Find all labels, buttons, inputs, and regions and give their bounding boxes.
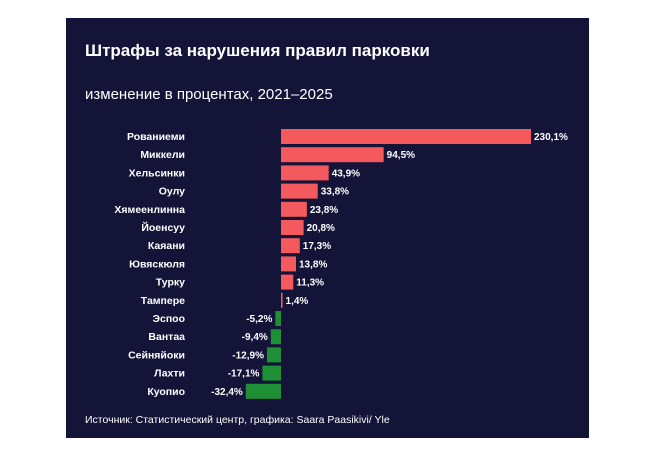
bar <box>262 365 281 381</box>
value-label: 13,8% <box>299 259 327 270</box>
bar-chart: Рованиеми 230,1% Миккели 94,5% Хельсинки 43,9… <box>114 129 568 399</box>
bar <box>281 238 300 254</box>
chart-subtitle: изменение в процентах, 2021–2025 <box>85 86 333 103</box>
bar <box>245 383 281 399</box>
value-label: 43,9% <box>332 168 360 179</box>
category-label: Лахти <box>154 368 185 380</box>
category-label: Тампере <box>141 295 185 307</box>
source-credit: Источник: Статистический центр, графика:… <box>85 414 390 426</box>
value-label: 230,1% <box>534 132 568 143</box>
bar <box>266 347 281 363</box>
category-label: Вантаа <box>148 331 185 343</box>
category-label: Сейняйоки <box>128 349 185 361</box>
category-label: Хямеенлинна <box>114 204 185 216</box>
value-label: -5,2% <box>246 314 272 325</box>
value-label: 17,3% <box>303 241 331 252</box>
value-label: 94,5% <box>387 150 415 161</box>
bar <box>281 183 318 199</box>
bar <box>281 129 531 144</box>
category-label: Турку <box>156 277 185 289</box>
bar <box>281 274 294 290</box>
value-label: -9,4% <box>242 332 268 343</box>
value-label: 11,3% <box>296 278 324 289</box>
value-label: 33,8% <box>321 187 349 198</box>
chart-title: Штрафы за нарушения правил парковки <box>85 41 430 60</box>
value-label: 20,8% <box>307 223 335 234</box>
category-label: Куопио <box>147 386 185 398</box>
category-label: Эспоо <box>153 313 185 325</box>
bar <box>281 256 296 272</box>
category-label: Оулу <box>159 186 185 198</box>
bar <box>281 220 304 235</box>
bar <box>270 329 281 345</box>
bar <box>281 201 307 217</box>
value-label: -17,1% <box>228 369 260 380</box>
value-label: 1,4% <box>286 296 309 307</box>
value-label: -32,4% <box>211 387 243 398</box>
category-label: Хельсинки <box>129 167 185 179</box>
bar <box>275 311 281 326</box>
category-label: Ювяскюля <box>129 258 185 270</box>
value-label: 23,8% <box>310 205 338 216</box>
value-label: -12,9% <box>232 350 264 361</box>
category-label: Каяани <box>148 240 185 252</box>
bar <box>281 165 329 181</box>
category-label: Рованиеми <box>127 131 185 143</box>
category-label: Миккели <box>140 149 185 161</box>
category-label: Йоенсуу <box>141 221 185 234</box>
bar <box>281 292 283 308</box>
chart-card: Штрафы за нарушения правил парковки изме… <box>66 18 589 438</box>
bar <box>281 147 384 163</box>
